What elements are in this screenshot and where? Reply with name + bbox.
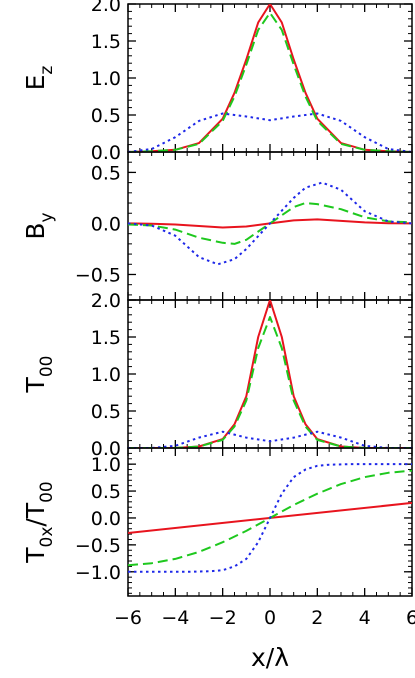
- x-tick-label: −6: [114, 607, 142, 629]
- y-tick-label: 0.5: [91, 162, 121, 184]
- series-solid-line: [128, 300, 412, 448]
- y-tick-label: 2.0: [91, 0, 121, 16]
- x-tick-label: 2: [311, 607, 323, 629]
- series-solid-line: [128, 4, 412, 152]
- y-tick-label: −0.5: [75, 264, 121, 286]
- x-tick-label: 4: [359, 607, 371, 629]
- panel-2: −0.5 0.0 0.5 By: [21, 151, 413, 301]
- panel-4: −1.0 −0.5 0.0 0.5 1.0 T0x/T00 −6 −4 −2 0 2 4 6 x/λ: [21, 447, 415, 672]
- y-tick-label: 2.0: [91, 290, 121, 312]
- x-tick-label: −2: [209, 607, 237, 629]
- y-tick-label: 1.0: [91, 454, 121, 476]
- series-dotted-line: [128, 463, 412, 573]
- plot-frame: [127, 299, 413, 449]
- x-axis-label: x/λ: [251, 643, 289, 672]
- y-axis-label: T00: [21, 356, 57, 394]
- plot-frame: [127, 3, 413, 153]
- y-tick-label: 1.5: [91, 327, 121, 349]
- y-axis-label: T0x/T00: [21, 481, 57, 564]
- y-tick-label: 0.0: [91, 213, 121, 235]
- series-dotted-line: [128, 181, 412, 266]
- y-tick-label: −0.5: [75, 535, 121, 557]
- y-tick-label: 0.0: [91, 438, 121, 460]
- panel-1: 0.0 0.5 1.0 1.5 2.0 Ez: [21, 0, 413, 164]
- plot-frame: [127, 151, 413, 301]
- y-tick-label: 1.5: [91, 31, 121, 53]
- y-tick-label: 1.0: [91, 364, 121, 386]
- y-tick-label: 0.0: [91, 508, 121, 530]
- y-tick-label: −1.0: [75, 562, 121, 584]
- x-tick-label: −4: [161, 607, 189, 629]
- series-dotted-line: [128, 430, 412, 448]
- series-dotted-line: [128, 112, 412, 152]
- y-tick-label: 0.5: [91, 481, 121, 503]
- y-axis-label: Ez: [21, 66, 57, 91]
- panel-3: 0.0 0.5 1.0 1.5 2.0 T00: [21, 290, 413, 460]
- y-axis-label: By: [21, 212, 57, 239]
- y-tick-label: 0.0: [91, 142, 121, 164]
- y-tick-label: 0.5: [91, 105, 121, 127]
- x-tick-label: 0: [264, 607, 276, 629]
- y-tick-label: 1.0: [91, 68, 121, 90]
- series-dashed-line: [128, 316, 412, 448]
- x-tick-label: 6: [406, 607, 415, 629]
- y-tick-label: 0.5: [91, 401, 121, 423]
- series-dashed-line: [128, 11, 412, 152]
- plot-frame: [127, 447, 413, 597]
